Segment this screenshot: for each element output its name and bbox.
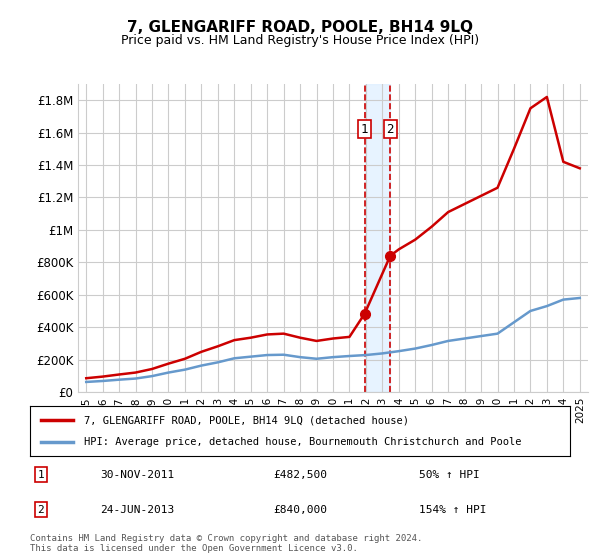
Text: 7, GLENGARIFF ROAD, POOLE, BH14 9LQ: 7, GLENGARIFF ROAD, POOLE, BH14 9LQ — [127, 20, 473, 35]
Text: HPI: Average price, detached house, Bournemouth Christchurch and Poole: HPI: Average price, detached house, Bour… — [84, 437, 521, 447]
Text: 24-JUN-2013: 24-JUN-2013 — [100, 505, 175, 515]
Text: 1: 1 — [361, 123, 368, 136]
Text: £482,500: £482,500 — [273, 470, 327, 479]
Text: 154% ↑ HPI: 154% ↑ HPI — [419, 505, 487, 515]
Text: Price paid vs. HM Land Registry's House Price Index (HPI): Price paid vs. HM Land Registry's House … — [121, 34, 479, 46]
Text: 50% ↑ HPI: 50% ↑ HPI — [419, 470, 479, 479]
Bar — [365, 84, 390, 392]
Text: 1: 1 — [37, 470, 44, 479]
Text: 7, GLENGARIFF ROAD, POOLE, BH14 9LQ (detached house): 7, GLENGARIFF ROAD, POOLE, BH14 9LQ (det… — [84, 415, 409, 425]
Text: £840,000: £840,000 — [273, 505, 327, 515]
Text: 30-NOV-2011: 30-NOV-2011 — [100, 470, 175, 479]
Text: 2: 2 — [386, 123, 394, 136]
Text: Contains HM Land Registry data © Crown copyright and database right 2024.
This d: Contains HM Land Registry data © Crown c… — [30, 534, 422, 553]
Text: 2: 2 — [37, 505, 44, 515]
